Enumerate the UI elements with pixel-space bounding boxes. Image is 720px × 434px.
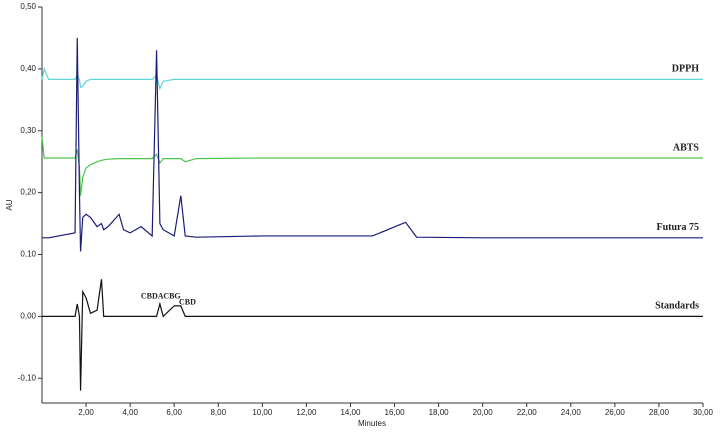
series-label: Standards — [655, 301, 699, 312]
x-tick-label: 6,00 — [166, 408, 182, 417]
y-tick-label: 0,30 — [20, 126, 36, 135]
series-label: ABTS — [673, 142, 700, 153]
x-tick-label: 12,00 — [296, 408, 317, 417]
annotation: CBG — [163, 291, 180, 300]
annotation: CBD — [179, 298, 196, 307]
x-tick-label: 18,00 — [429, 408, 450, 417]
series-line — [42, 279, 703, 391]
x-tick-label: 30,00 — [693, 408, 714, 417]
y-axis-label: AU — [5, 199, 14, 210]
x-tick-label: 8,00 — [210, 408, 226, 417]
x-tick-label: 28,00 — [649, 408, 670, 417]
x-axis-label: Minutes — [358, 419, 386, 428]
y-tick-label: 0,00 — [20, 311, 36, 320]
series-line — [41, 136, 703, 196]
x-tick-label: 14,00 — [340, 408, 361, 417]
annotation: CBDA — [141, 291, 164, 300]
series-line — [41, 66, 703, 91]
x-tick-label: 2,00 — [78, 408, 94, 417]
x-tick-label: 26,00 — [605, 408, 626, 417]
y-tick-label: -0,10 — [18, 373, 37, 382]
series-label: DPPH — [672, 64, 699, 75]
x-tick-label: 24,00 — [561, 408, 582, 417]
x-tick-label: 16,00 — [385, 408, 406, 417]
y-tick-label: 0,20 — [20, 188, 36, 197]
y-tick-label: 0,40 — [20, 64, 36, 73]
series-label: Futura 75 — [657, 222, 700, 233]
x-tick-label: 4,00 — [122, 408, 138, 417]
x-tick-label: 22,00 — [517, 408, 538, 417]
y-tick-label: 0,10 — [20, 250, 36, 259]
x-tick-label: 10,00 — [252, 408, 273, 417]
series-line — [42, 37, 703, 252]
x-tick-label: 20,00 — [473, 408, 494, 417]
y-tick-label: 0,50 — [20, 2, 36, 11]
